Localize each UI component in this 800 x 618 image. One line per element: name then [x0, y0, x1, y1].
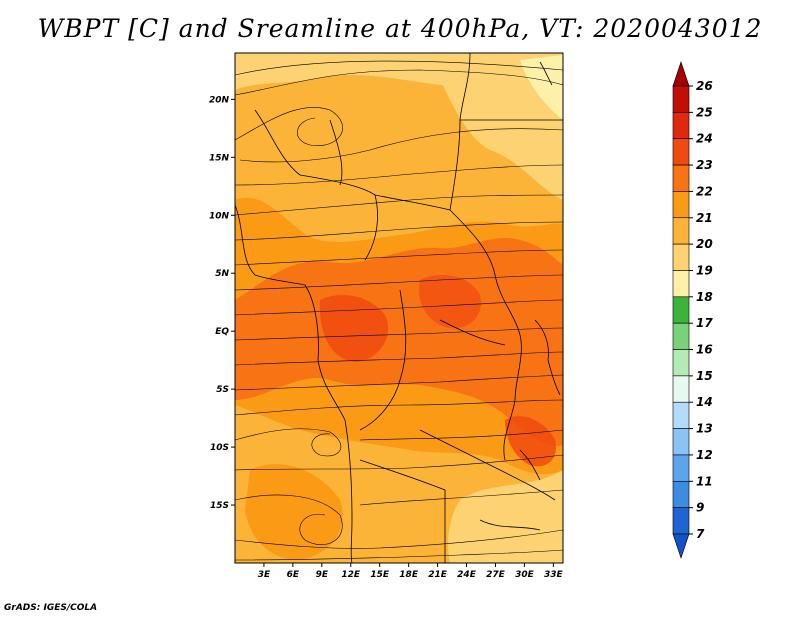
colorbar-label: 25: [696, 105, 713, 119]
lon-label: 30E: [515, 570, 535, 580]
lon-label: 18E: [399, 570, 419, 580]
colorbar-swatch: [672, 85, 690, 113]
longitude-axis: 3E 6E 9E 12E 15E 18E 21E 24E 27E 30E 33E: [258, 563, 564, 580]
colorbar-label: 12: [696, 448, 713, 462]
colorbar-swatch: [672, 217, 690, 245]
lon-label: 9E: [316, 570, 329, 580]
wbpt-contour-23-patch-2: [419, 275, 481, 329]
lon-label: 21E: [428, 570, 448, 580]
wbpt-contour-23-patch-1: [319, 295, 389, 362]
lat-label: 5S: [216, 385, 229, 395]
lon-label: 24E: [457, 570, 477, 580]
colorbar-swatch: [672, 191, 690, 219]
lon-label: 27E: [486, 570, 506, 580]
colorbar-swatch: [672, 164, 690, 192]
colorbar-label: 9: [696, 501, 704, 515]
lat-label: 15N: [209, 153, 230, 163]
colorbar-swatch: [672, 270, 690, 298]
lat-label: 5N: [215, 269, 229, 279]
colorbar-label: 13: [696, 422, 713, 436]
colorbar-label: 24: [696, 132, 713, 146]
colorbar-swatch: [672, 533, 690, 559]
wbpt-contour-20-southeast: [448, 470, 563, 563]
colorbar-label: 26: [696, 79, 713, 93]
borders: [235, 53, 563, 563]
lon-label: 12E: [341, 570, 361, 580]
colorbar-swatch: [672, 296, 690, 324]
wbpt-contour-18-patch: [520, 55, 563, 120]
colorbar-label: 20: [696, 237, 713, 251]
colorbar-label: 21: [696, 211, 713, 225]
wbpt-contour-21-south: [245, 464, 343, 560]
lat-label: 10S: [210, 443, 229, 453]
wbpt-contour-19-northeast: [430, 53, 563, 200]
colorbar-label: 15: [696, 369, 713, 383]
wbpt-contour-22-core: [235, 237, 563, 446]
colorbar-swatch: [672, 401, 690, 429]
streamlines: [235, 60, 563, 561]
colorbar-swatch: [672, 480, 690, 508]
lat-label: 20N: [209, 95, 230, 105]
colorbar-swatch: [672, 61, 690, 87]
colorbar-swatch: [672, 243, 690, 271]
lat-label: EQ: [215, 327, 229, 337]
lon-label: 6E: [287, 570, 300, 580]
grads-credit: GrADS: IGES/COLA: [4, 603, 98, 613]
colorbar-label: 23: [696, 158, 713, 172]
lat-label: 10N: [209, 211, 230, 221]
colorbar-swatch: [672, 112, 690, 140]
colorbar-swatch: [672, 454, 690, 482]
colorbar-swatch: [672, 428, 690, 456]
colorbar-swatch: [672, 322, 690, 350]
colorbar: 26 25 24 23 22 21 20 19 18 17 16 15 14 13 12 11 9 7: [672, 61, 713, 559]
colorbar-swatch: [672, 138, 690, 166]
colorbar-label: 17: [696, 316, 713, 330]
colorbar-label: 22: [696, 184, 713, 198]
colorbar-label: 16: [696, 343, 713, 357]
map-frame: [234, 52, 564, 564]
colorbar-label: 14: [696, 395, 713, 409]
colorbar-label: 19: [696, 263, 713, 277]
colorbar-label: 18: [696, 290, 713, 304]
lon-label: 15E: [370, 570, 390, 580]
lon-label: 3E: [258, 570, 271, 580]
colorbar-swatch: [672, 375, 690, 403]
map-title: WBPT [C] and Sreamline at 400hPa, VT: 20…: [37, 14, 763, 43]
colorbar-label: 7: [696, 527, 705, 541]
lat-label: 15S: [210, 501, 229, 511]
wbpt-contour-23-patch-3: [505, 416, 556, 467]
colorbar-label: 11: [696, 474, 713, 488]
map-area: [235, 53, 563, 563]
lon-label: 33E: [544, 570, 564, 580]
latitude-axis: 20N 15N 10N 5N EQ 5S 10S 15S: [209, 95, 235, 511]
colorbar-swatch: [672, 507, 690, 535]
colorbar-swatch: [672, 349, 690, 377]
